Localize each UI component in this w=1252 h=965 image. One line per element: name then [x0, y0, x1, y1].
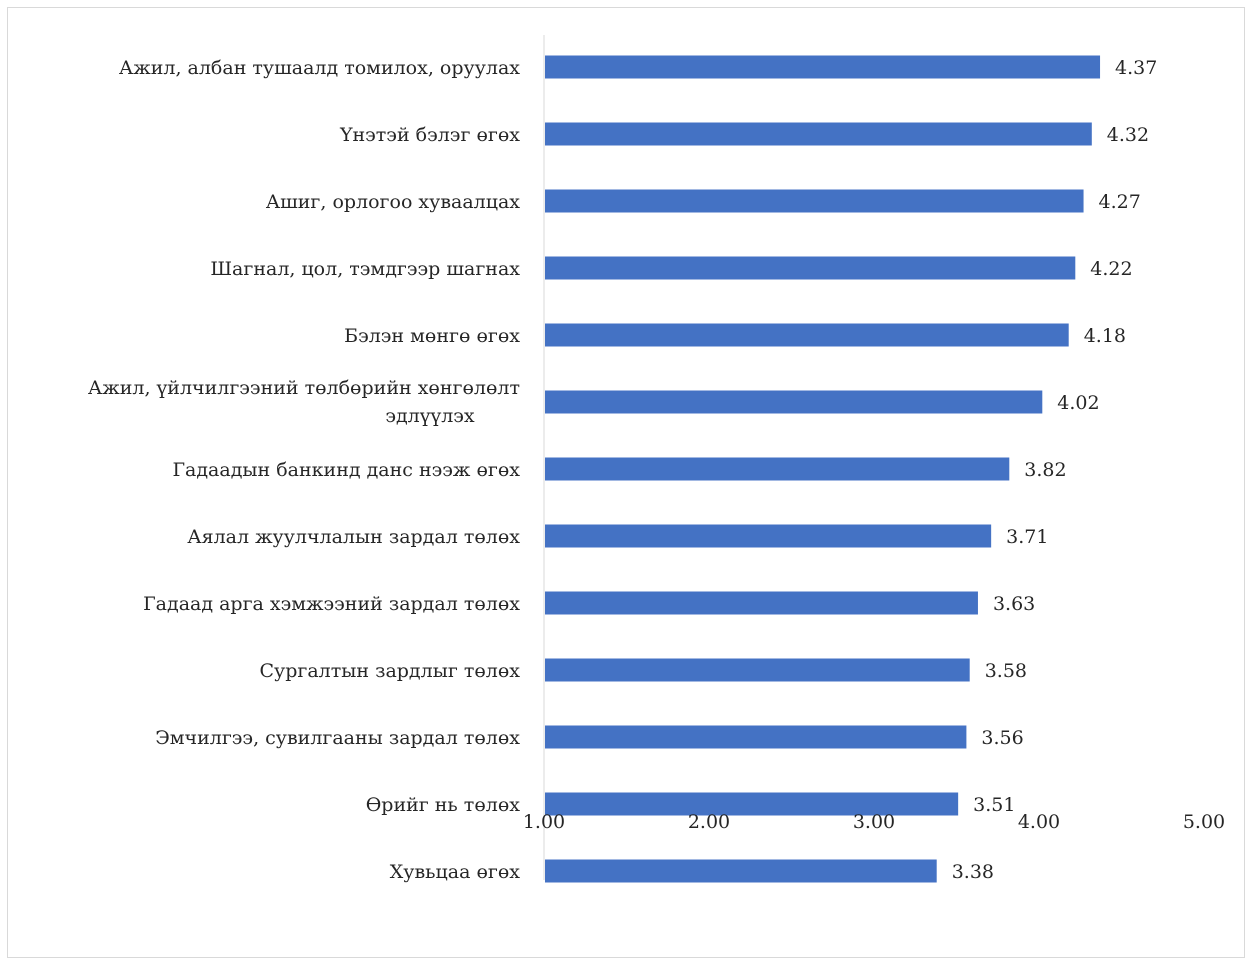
data-label: 3.56 [981, 727, 1023, 749]
x-tick-label: 2.00 [688, 811, 730, 833]
data-label: 4.37 [1115, 57, 1157, 79]
bar [545, 524, 992, 548]
bar [545, 323, 1069, 347]
x-tick-label: 3.00 [853, 811, 895, 833]
bar [545, 658, 970, 682]
category-label: Сургалтын зардлыг төлөх [260, 660, 521, 682]
value-labels: 4.37 4.32 4.27 4.22 4.18 4.02 3.82 3.71 3.63 3.58… [952, 57, 1158, 883]
bar [545, 390, 1043, 414]
data-label: 4.27 [1099, 191, 1141, 213]
category-label: Гадаад арга хэмжээний зардал төлөх [143, 593, 520, 615]
data-label: 4.02 [1057, 392, 1099, 414]
data-label: 3.71 [1006, 526, 1048, 548]
bar [545, 859, 937, 883]
bar [545, 256, 1076, 280]
category-label: Өрийг нь төлөх [366, 794, 521, 816]
category-label: Аялал жуулчлалын зардал төлөх [187, 526, 520, 548]
data-label: 4.32 [1107, 124, 1149, 146]
bar [545, 189, 1084, 213]
bar [545, 55, 1101, 79]
x-tick-label: 4.00 [1018, 811, 1060, 833]
bar [545, 457, 1010, 481]
category-label: Үнэтэй бэлэг өгөх [339, 124, 520, 146]
data-label: 3.82 [1024, 459, 1066, 481]
data-label: 4.22 [1090, 258, 1132, 280]
bar [545, 122, 1092, 146]
category-label: Ажил, үйлчилгээний төлбөрийн хөнгөлөлт эд… [88, 377, 520, 427]
category-label: Шагнал, цол, тэмдгээр шагнах [210, 258, 520, 280]
category-label: Ашиг, орлогоо хуваалцах [266, 191, 521, 213]
x-tick-labels: 1.00 2.00 3.00 4.00 5.00 [523, 811, 1225, 833]
category-label: Ажил, албан тушаалд томилох, оруулах [119, 57, 520, 79]
data-label: 4.18 [1084, 325, 1126, 347]
bars-layer [545, 55, 1101, 883]
bar [545, 792, 959, 816]
data-label: 3.38 [952, 861, 994, 883]
category-label: Бэлэн мөнгө өгөх [344, 325, 520, 347]
x-tick-label: 1.00 [523, 811, 565, 833]
category-labels: Ажил, албан тушаалд томилох, оруулах Үнэт… [88, 57, 520, 883]
category-label: Эмчилгээ, сувилгааны зардал төлөх [155, 727, 520, 749]
data-label: 3.51 [973, 794, 1015, 816]
bar [545, 591, 978, 615]
data-label: 3.63 [993, 593, 1035, 615]
bar [545, 725, 967, 749]
data-label: 3.58 [985, 660, 1027, 682]
category-label: Хувьцаа өгөх [390, 861, 520, 883]
x-tick-label: 5.00 [1183, 811, 1225, 833]
category-label: Гадаадын банкинд данс нээж өгөх [172, 459, 520, 481]
